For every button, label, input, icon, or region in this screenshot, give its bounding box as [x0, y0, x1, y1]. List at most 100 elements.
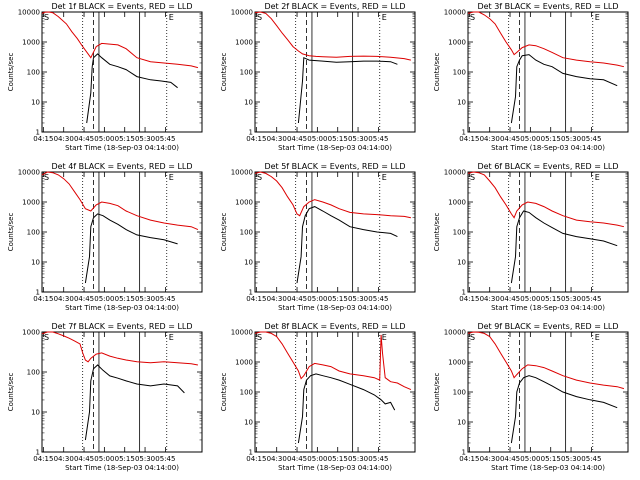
y-tick-label: 1000 [22, 329, 40, 337]
lld-series-line [467, 11, 625, 68]
start-mark: S [470, 13, 475, 22]
plot-frame [41, 331, 203, 453]
x-tick-label: 05:45 [368, 295, 388, 303]
panel-title: Det 9f BLACK = Events, RED = LLD [477, 322, 618, 331]
events-series-line [510, 54, 618, 124]
start-mark: S [44, 333, 49, 342]
y-tick-label: 10 [244, 99, 253, 107]
lld-series-line [41, 171, 199, 231]
plot-frame [254, 331, 416, 453]
x-tick-label: 05:30 [135, 455, 155, 463]
start-mark: S [257, 173, 262, 182]
x-tick-label: 04:45 [500, 455, 520, 463]
y-tick-label: 100 [27, 369, 40, 377]
x-tick-label: 05:15 [115, 135, 135, 143]
x-axis-label: Start Time (18-Sep-03 04:14:00) [491, 464, 605, 472]
y-tick-label: 10000 [18, 9, 40, 17]
detector-panel-1: Det 1f BLACK = Events, RED = LLD 1 10 100 10… [0, 0, 213, 160]
plot-frame [467, 11, 629, 133]
end-mark: E [595, 173, 600, 182]
detector-panel-4: Det 4f BLACK = Events, RED = LLD 1 10 100 10… [0, 160, 213, 320]
y-tick-label: 100 [453, 229, 466, 237]
x-tick-label: 05:45 [581, 455, 601, 463]
y-axis-label: Counts/sec [220, 373, 228, 412]
end-mark: E [382, 13, 387, 22]
lld-series-line [254, 11, 412, 61]
y-tick-label: 100 [453, 389, 466, 397]
y-tick-label: 1 [462, 129, 466, 137]
events-series-line [86, 53, 178, 124]
y-tick-label: 100 [240, 69, 253, 77]
x-tick-label: 04:15 [33, 455, 53, 463]
y-tick-label: 1 [249, 449, 253, 457]
lld-series-line [467, 331, 625, 390]
detector-panel-6: Det 6f BLACK = Events, RED = LLD 1 10 100 10… [426, 160, 639, 320]
y-tick-label: 10000 [231, 329, 253, 337]
y-tick-label: 1000 [235, 199, 253, 207]
x-tick-label: 04:15 [459, 135, 479, 143]
events-series-line [510, 210, 618, 284]
x-tick-label: 05:15 [328, 135, 348, 143]
x-axis-label: Start Time (18-Sep-03 04:14:00) [278, 144, 392, 152]
detector-panel-2: Det 2f BLACK = Events, RED = LLD 1 10 100 10… [213, 0, 426, 160]
x-tick-label: 04:15 [33, 135, 53, 143]
y-axis-label: Counts/sec [220, 53, 228, 92]
y-tick-label: 1 [36, 289, 40, 297]
x-tick-label: 04:15 [459, 455, 479, 463]
x-tick-label: 04:45 [74, 455, 94, 463]
y-tick-label: 10000 [444, 9, 466, 17]
x-tick-label: 04:30 [54, 135, 74, 143]
x-tick-label: 05:45 [581, 295, 601, 303]
end-mark: E [382, 173, 387, 182]
x-axis-label: Start Time (18-Sep-03 04:14:00) [491, 304, 605, 312]
x-tick-label: 05:15 [115, 455, 135, 463]
x-tick-label: 05:00 [307, 135, 327, 143]
x-tick-label: 05:00 [520, 455, 540, 463]
y-tick-label: 10 [31, 409, 40, 417]
x-tick-label: 04:15 [459, 295, 479, 303]
start-mark: S [470, 333, 475, 342]
x-tick-label: 04:45 [74, 295, 94, 303]
y-tick-label: 1 [249, 129, 253, 137]
panel-title: Det 6f BLACK = Events, RED = LLD [477, 162, 618, 171]
plot-frame [41, 171, 203, 293]
y-tick-label: 10000 [444, 329, 466, 337]
y-tick-label: 100 [27, 229, 40, 237]
x-tick-label: 05:00 [307, 295, 327, 303]
x-tick-label: 05:30 [561, 295, 581, 303]
detector-panel-5: Det 5f BLACK = Events, RED = LLD 1 10 100 10… [213, 160, 426, 320]
events-series-line [510, 375, 618, 444]
x-tick-label: 05:45 [155, 455, 175, 463]
y-tick-label: 100 [27, 69, 40, 77]
y-axis-label: Counts/sec [7, 373, 15, 412]
y-tick-label: 1 [249, 289, 253, 297]
plot-frame [254, 11, 416, 133]
end-mark: E [169, 13, 174, 22]
x-tick-label: 05:00 [307, 455, 327, 463]
chart-svg: Det 7f BLACK = Events, RED = LLD 1 10 100 10… [7, 322, 203, 472]
x-tick-label: 05:30 [561, 135, 581, 143]
x-tick-label: 05:30 [348, 295, 368, 303]
end-mark: E [595, 13, 600, 22]
end-mark: E [169, 173, 174, 182]
y-tick-label: 1 [36, 129, 40, 137]
chart-svg: Det 3f BLACK = Events, RED = LLD 1 10 100 10… [433, 2, 629, 152]
x-tick-label: 05:15 [541, 135, 561, 143]
x-tick-label: 05:00 [94, 135, 114, 143]
events-series-line [296, 206, 398, 284]
y-tick-label: 1 [36, 449, 40, 457]
chart-svg: Det 6f BLACK = Events, RED = LLD 1 10 100 10… [433, 162, 629, 312]
x-tick-label: 04:45 [287, 295, 307, 303]
events-series-line [84, 364, 185, 441]
start-mark: S [44, 173, 49, 182]
x-axis-label: Start Time (18-Sep-03 04:14:00) [65, 144, 179, 152]
detector-panel-3: Det 3f BLACK = Events, RED = LLD 1 10 100 10… [426, 0, 639, 160]
y-tick-label: 100 [240, 229, 253, 237]
chart-svg: Det 2f BLACK = Events, RED = LLD 1 10 100 10… [220, 2, 416, 152]
events-series-line [297, 373, 396, 444]
y-tick-label: 10 [31, 259, 40, 267]
x-tick-label: 05:30 [348, 135, 368, 143]
y-tick-label: 10 [457, 99, 466, 107]
start-mark: S [257, 13, 262, 22]
